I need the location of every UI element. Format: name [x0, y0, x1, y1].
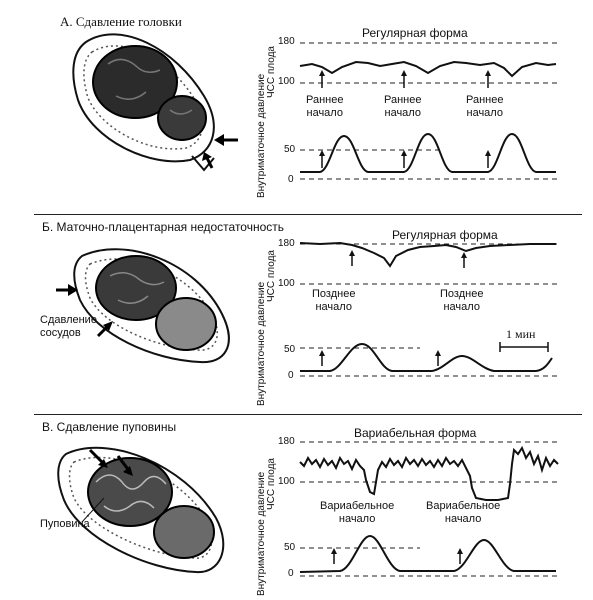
- onset-label: Раннее начало: [466, 94, 504, 119]
- fhr-tick-100: 100: [278, 76, 295, 87]
- onset-arrow: [485, 150, 491, 168]
- onset-arrow: [319, 350, 325, 366]
- onset-label: Раннее начало: [384, 94, 422, 119]
- pressure-tick-0: 0: [288, 568, 294, 579]
- illustration-label: Пуповина: [40, 518, 90, 530]
- pressure-tick-50: 50: [284, 344, 296, 355]
- fhr-tick-100: 100: [278, 278, 295, 289]
- onset-arrow: [457, 548, 463, 564]
- fhr-trace-chart: [299, 441, 560, 577]
- illustration-label: Сдавление сосудов: [40, 314, 97, 339]
- scale-bar-label: 1 мин: [506, 327, 536, 341]
- pressure-tick-0: 0: [288, 174, 294, 185]
- onset-arrow: [331, 548, 337, 564]
- onset-arrow: [319, 70, 325, 88]
- onset-arrow: [461, 252, 467, 268]
- panel-divider: [34, 214, 582, 215]
- uterus-illustration: [57, 446, 225, 574]
- uterus-illustration: [72, 33, 238, 172]
- panel-uteroplacental-insufficiency: Б. Маточно-плацентарная недостаточность …: [0, 214, 593, 414]
- onset-arrow: [401, 70, 407, 88]
- pressure-tick-50: 50: [284, 542, 296, 553]
- onset-arrow: [485, 70, 491, 88]
- fhr-tick-180: 180: [278, 238, 295, 249]
- onset-arrow: [435, 350, 441, 366]
- onset-arrow: [349, 250, 355, 266]
- fhr-tick-180: 180: [278, 36, 295, 47]
- onset-label: Позднее начало: [312, 288, 356, 313]
- pressure-tick-50: 50: [284, 144, 296, 155]
- fhr-trace-chart: [299, 42, 560, 180]
- uterus-illustration: [56, 248, 230, 364]
- onset-label: Позднее начало: [440, 288, 484, 313]
- pressure-tick-0: 0: [288, 370, 294, 381]
- onset-arrow: [319, 150, 325, 168]
- fhr-tick-100: 100: [278, 476, 295, 487]
- panel-title: В. Сдавление пуповины: [42, 420, 177, 434]
- scale-bar: [499, 342, 549, 352]
- fhr-tick-180: 180: [278, 436, 295, 447]
- panel-cord-compression: В. Сдавление пуповины Пуповина ЧСС плода…: [0, 414, 593, 600]
- onset-label: Вариабельное начало: [426, 500, 501, 525]
- onset-label: Вариабельное начало: [320, 500, 395, 525]
- panel-title: Б. Маточно-плацентарная недостаточность: [42, 220, 285, 234]
- panel-head-compression: А. Сдавление головки ЧСС плода Внутримат…: [0, 0, 593, 210]
- onset-label: Раннее начало: [306, 94, 344, 119]
- panel-divider: [34, 414, 582, 415]
- fhr-pattern-label: Вариабельная форма: [354, 426, 477, 440]
- fhr-pattern-label: Регулярная форма: [392, 228, 498, 242]
- fhr-pattern-label: Регулярная форма: [362, 26, 468, 40]
- fhr-trace-chart: [299, 241, 560, 377]
- onset-arrow: [401, 150, 407, 168]
- panel-title: А. Сдавление головки: [60, 14, 182, 29]
